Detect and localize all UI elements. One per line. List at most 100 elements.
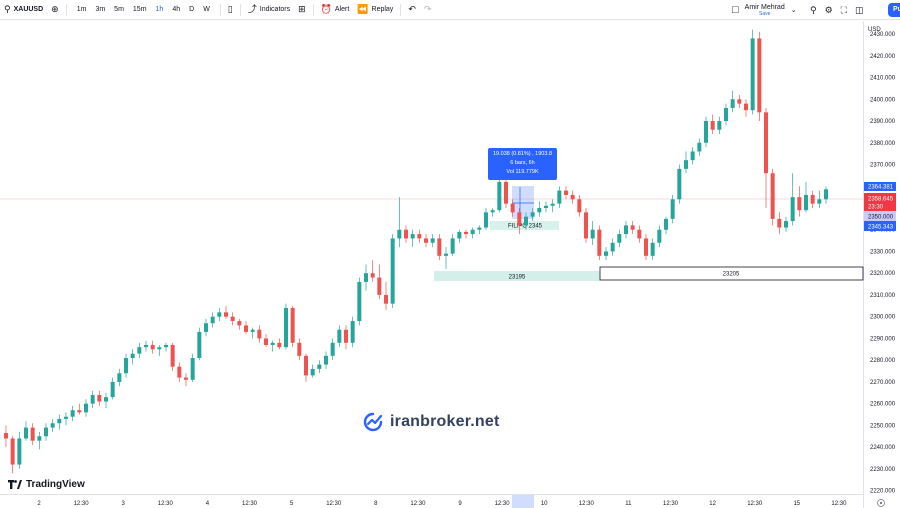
alert-button[interactable]: ⏰ Alert	[317, 0, 354, 20]
candle	[664, 216, 668, 235]
fullscreen-icon[interactable]: ⛶	[840, 4, 847, 15]
candle-body	[824, 189, 828, 200]
candle-body	[397, 229, 402, 239]
price-tag-mid: 2350.000	[868, 215, 894, 221]
symbol-search[interactable]: ⚲ XAUUSD	[0, 0, 47, 20]
candle-body	[77, 410, 82, 413]
price-ticks: 2430.000 2420.000 2410.000 2400.000 2390.000…	[870, 32, 896, 495]
candle-body	[104, 397, 108, 402]
candle-body	[670, 199, 675, 219]
candle-body	[24, 427, 28, 439]
candle	[164, 342, 168, 352]
candle-body	[710, 121, 715, 130]
candle-body	[337, 329, 342, 343]
candle-body	[90, 394, 95, 404]
rewind-icon: ⏪	[357, 4, 369, 14]
chart-canvas[interactable]: 23195 23205 FILIPO 2345 2430.000 2420.000…	[0, 21, 900, 508]
settings-gear-icon[interactable]: ⚙	[824, 4, 833, 15]
candle	[797, 186, 802, 217]
candle-body	[590, 229, 595, 239]
small-zone[interactable]	[490, 221, 559, 230]
candle	[97, 390, 102, 406]
undo-button[interactable]: ↶	[404, 0, 420, 20]
candle-body	[177, 366, 182, 378]
compare-button[interactable]: ⊕	[47, 0, 63, 20]
price-tag-high: 2364.381	[868, 185, 894, 191]
candle	[757, 31, 762, 122]
timeframe-W[interactable]: W	[203, 6, 210, 13]
layout-square-icon[interactable]: □	[732, 3, 739, 16]
tradingview-logo[interactable]: TradingView	[8, 479, 85, 490]
plus-circle-icon: ⊕	[51, 4, 59, 14]
candle	[90, 390, 95, 409]
price-tick-label: 2380.000	[870, 141, 896, 147]
timeframe-1m[interactable]: 1m	[76, 6, 87, 13]
candle	[590, 221, 595, 245]
user-block: □ Amir Mehrad Save ⌄	[732, 0, 797, 20]
candle-body	[484, 212, 488, 228]
candle-body	[164, 344, 168, 348]
timeframe-15m[interactable]: 15m	[132, 6, 147, 13]
demand-zone-right[interactable]	[599, 266, 864, 281]
chart-pane[interactable]	[0, 21, 863, 495]
candle-body	[204, 323, 208, 332]
timeframe-1h[interactable]: 1h	[155, 6, 164, 13]
timeframe-D[interactable]: D	[189, 6, 195, 13]
time-tick-label: 5	[290, 501, 294, 507]
camera-icon[interactable]: ◫	[854, 4, 864, 15]
candle-body	[504, 181, 508, 204]
publish-button[interactable]: Pu	[888, 3, 900, 17]
candle-body	[690, 151, 695, 161]
candle	[424, 234, 428, 248]
candle	[337, 325, 342, 348]
candle	[517, 207, 522, 235]
templates-button[interactable]: ⊞	[294, 0, 310, 20]
candle	[624, 221, 628, 239]
indicators-button[interactable]: ⤴ Indicators	[244, 0, 294, 20]
replay-button[interactable]: ⏪ Replay	[353, 0, 397, 20]
candle	[717, 116, 722, 135]
candle	[777, 212, 782, 235]
timeframe-3m[interactable]: 3m	[95, 6, 106, 13]
candle	[150, 340, 155, 354]
user-menu[interactable]: Amir Mehrad Save	[745, 4, 785, 17]
candle	[397, 197, 402, 248]
price-tag-low-bg	[864, 221, 896, 231]
candle	[50, 418, 55, 432]
candle-body	[124, 358, 128, 374]
undo-icon: ↶	[408, 4, 416, 14]
candle-body	[650, 242, 655, 256]
candle	[24, 421, 28, 441]
candle-body	[657, 229, 662, 243]
timeframe-5m[interactable]: 5m	[114, 6, 124, 13]
time-tick-label: 12:30	[831, 501, 847, 507]
quick-search-icon[interactable]: ⚲	[810, 4, 817, 15]
candle	[157, 344, 162, 356]
settings-circle-icon[interactable]	[877, 499, 885, 507]
candle-body	[390, 238, 395, 304]
candle	[290, 305, 295, 348]
chart-type-button[interactable]: ▯	[224, 0, 237, 20]
redo-button[interactable]: ↷	[420, 0, 436, 20]
candle-body	[464, 231, 468, 235]
candle-body	[37, 436, 42, 441]
candle	[417, 229, 422, 243]
candle	[597, 225, 602, 261]
candle	[464, 229, 468, 239]
candle	[430, 234, 435, 248]
candle-body	[450, 238, 455, 254]
chevron-down-icon[interactable]: ⌄	[790, 6, 797, 14]
time-tick-label: 12:30	[158, 501, 174, 507]
demand-zone-left[interactable]	[434, 271, 600, 281]
candle-body	[730, 99, 735, 108]
time-tick-label: 12:30	[579, 501, 595, 507]
candle-body	[770, 173, 775, 219]
candle-body	[430, 238, 435, 243]
candle	[137, 342, 142, 359]
timeframe-4h[interactable]: 4h	[172, 6, 181, 13]
candle	[130, 349, 135, 365]
time-tick-label: 8	[374, 501, 378, 507]
price-tick-label: 2430.000	[870, 32, 896, 38]
measure-range[interactable]	[512, 186, 534, 219]
candle	[204, 318, 208, 337]
